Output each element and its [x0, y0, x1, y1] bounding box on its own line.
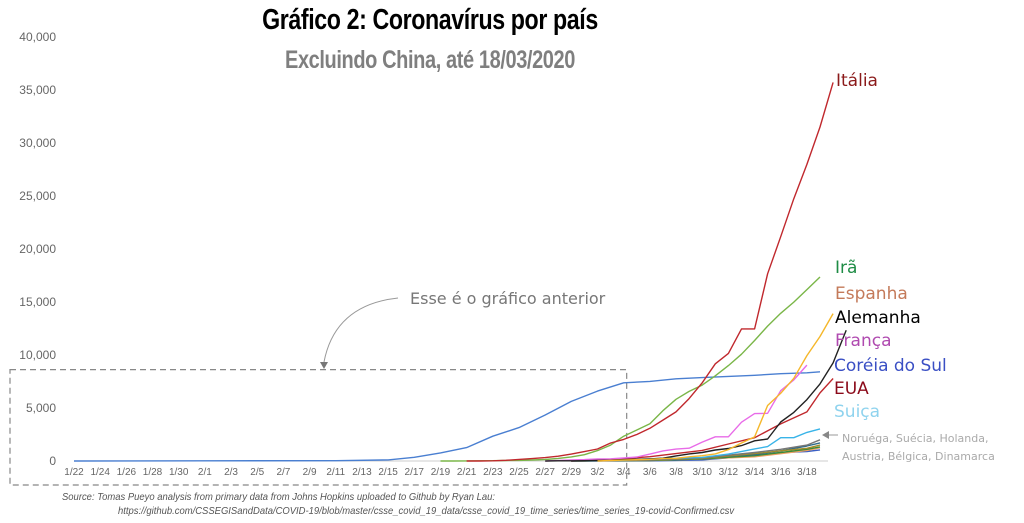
series-label: Irã	[835, 258, 857, 278]
x-tick-label: 2/1	[198, 467, 212, 478]
series-lines	[73, 82, 847, 462]
x-tick-label: 2/25	[509, 467, 529, 478]
x-tick-label: 2/21	[457, 467, 477, 478]
y-tick-label: 40,000	[19, 30, 56, 44]
x-tick-label: 3/4	[617, 467, 631, 478]
series-line-alemanha	[545, 330, 847, 462]
annotation-arrowhead-icon	[320, 362, 328, 369]
series-line-fran-a	[545, 364, 808, 462]
x-tick-label: 1/26	[117, 467, 137, 478]
x-tick-label: 2/29	[562, 467, 582, 478]
x-tick-label: 2/11	[326, 467, 345, 478]
x-tick-label: 1/28	[143, 467, 163, 478]
series-label: Itália	[836, 71, 878, 91]
y-tick-label: 5,000	[26, 401, 56, 415]
previous-chart-box	[9, 369, 628, 486]
group-note-line1: Noruéga, Suécia, Holanda,	[842, 432, 989, 445]
annotation-text: Esse é o gráfico anterior	[410, 289, 606, 308]
x-tick-label: 1/22	[64, 467, 84, 478]
series-line-espanha	[597, 313, 834, 462]
x-tick-label: 2/17	[405, 467, 425, 478]
y-tick-label: 15,000	[19, 295, 56, 309]
source-line1: Source: Tomas Pueyo analysis from primar…	[62, 491, 495, 503]
series-label: França	[835, 331, 892, 351]
x-tick-label: 1/30	[169, 467, 189, 478]
series-labels: Itália Irã Espanha Alemanha França Coréia do …	[834, 71, 947, 422]
y-tick-label: 10,000	[19, 348, 56, 362]
group-note-line2: Austria, Bélgica, Dinamarca	[842, 450, 995, 463]
x-tick-label: 2/9	[303, 467, 317, 478]
x-tick-label: 2/3	[224, 467, 238, 478]
x-tick-label: 3/8	[669, 467, 683, 478]
x-tick-label: 2/7	[276, 467, 290, 478]
series-label: Coréia do Sul	[834, 356, 947, 376]
x-tick-label: 3/6	[643, 467, 657, 478]
x-tick-label: 3/2	[591, 467, 605, 478]
x-tick-label: 1/24	[90, 467, 110, 478]
x-tick-label: 3/12	[719, 467, 739, 478]
y-tick-label: 20,000	[19, 242, 56, 256]
chart-title: Gráfico 2: Coronavírus por país	[262, 4, 598, 36]
y-axis: 0 5,000 10,000 15,000 20,000 25,000 30,000 35,0…	[19, 30, 56, 468]
series-label: Suiça	[834, 402, 880, 422]
y-tick-label: 0	[49, 454, 56, 468]
series-line-it-lia	[466, 82, 834, 462]
x-tick-label: 2/5	[250, 467, 264, 478]
group-note-arrowhead-icon	[822, 431, 829, 439]
x-tick-label: 3/18	[797, 467, 817, 478]
source-line2: https://github.com/CSSEGISandData/COVID-…	[118, 505, 735, 517]
x-axis: 1/22 1/24 1/26 1/28 1/30 2/1 2/3 2/5 2/7 2/9 2/11 2…	[64, 467, 817, 478]
x-tick-label: 3/14	[745, 467, 765, 478]
x-tick-label: 2/23	[483, 467, 503, 478]
x-tick-label: 2/15	[378, 467, 398, 478]
y-tick-label: 35,000	[19, 83, 56, 97]
y-tick-label: 25,000	[19, 189, 56, 203]
series-label: EUA	[834, 379, 869, 399]
annotation-arrow	[323, 297, 399, 363]
series-label: Espanha	[835, 284, 908, 304]
series-line-cor-ia-do-sul	[73, 371, 821, 462]
series-label: Alemanha	[835, 308, 921, 328]
chart-subtitle: Excluindo China, até 18/03/2020	[285, 46, 575, 74]
x-tick-label: 2/19	[431, 467, 451, 478]
x-tick-label: 3/10	[692, 467, 712, 478]
x-tick-label: 2/13	[352, 467, 372, 478]
x-tick-label: 3/16	[771, 467, 791, 478]
y-tick-label: 30,000	[19, 136, 56, 150]
x-tick-label: 2/27	[535, 467, 555, 478]
